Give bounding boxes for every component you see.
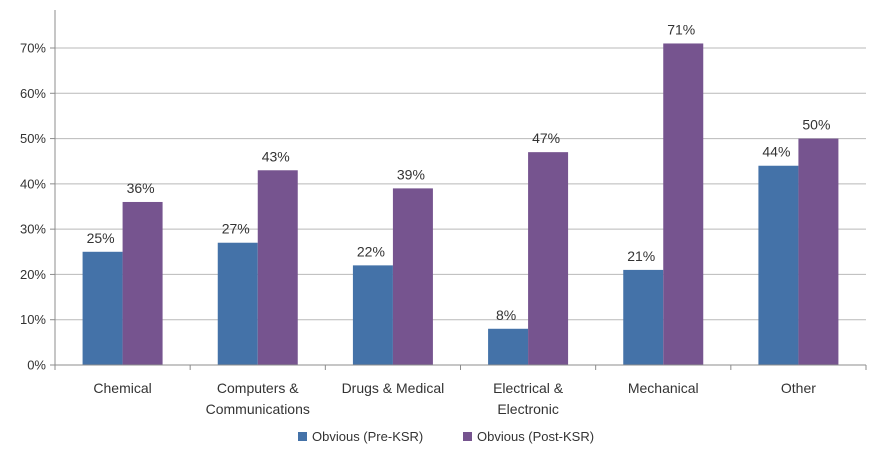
y-tick-label: 70%	[20, 41, 46, 56]
data-label: 71%	[667, 21, 695, 37]
y-tick-label: 30%	[20, 222, 46, 237]
axes-layer	[50, 10, 867, 370]
category-label: Electrical & Electronic	[493, 380, 564, 417]
labels-layer: 0% 10% 20% 30% 40% 50% 60% 70% 25% 36% Chemical 27%…	[20, 21, 830, 417]
bar-pre-ksr	[488, 328, 529, 365]
legend: Obvious (Pre-KSR) Obvious (Post-KSR)	[298, 429, 594, 444]
data-label: 27%	[222, 221, 250, 237]
bar-post-ksr	[663, 43, 704, 365]
bar-pre-ksr	[623, 269, 664, 365]
y-tick-label: 20%	[20, 267, 46, 282]
bar-post-ksr	[392, 188, 433, 365]
bar-post-ksr	[528, 152, 569, 365]
category-label: Mechanical	[628, 380, 699, 396]
y-tick-label: 50%	[20, 131, 46, 146]
bar-post-ksr	[122, 201, 163, 365]
y-tick-label: 60%	[20, 86, 46, 101]
legend-label: Obvious (Post-KSR)	[477, 429, 594, 444]
category-label: Drugs & Medical	[342, 380, 445, 396]
data-label: 22%	[357, 243, 385, 259]
bar-pre-ksr	[352, 265, 393, 365]
data-label: 47%	[532, 130, 560, 146]
y-tick-label: 10%	[20, 312, 46, 327]
bars-layer	[82, 43, 839, 365]
category-label: Other	[781, 380, 816, 396]
data-label: 50%	[802, 117, 830, 133]
legend-swatch	[463, 432, 472, 441]
y-tick-label: 0%	[27, 358, 46, 373]
bar-pre-ksr	[82, 251, 123, 365]
legend-label: Obvious (Pre-KSR)	[312, 429, 423, 444]
data-label: 44%	[762, 144, 790, 160]
data-label: 8%	[496, 307, 516, 323]
data-label: 36%	[127, 180, 155, 196]
data-label: 25%	[87, 230, 115, 246]
bar-post-ksr	[798, 138, 839, 365]
category-label: Computers & Communications	[206, 380, 310, 417]
category-label: Chemical	[93, 380, 151, 396]
data-label: 43%	[262, 148, 290, 164]
legend-swatch	[298, 432, 307, 441]
grid-layer	[55, 47, 866, 321]
data-label: 21%	[627, 248, 655, 264]
data-label: 39%	[397, 166, 425, 182]
y-tick-label: 40%	[20, 176, 46, 191]
bar-pre-ksr	[217, 242, 258, 365]
bar-post-ksr	[257, 170, 298, 365]
bar-pre-ksr	[758, 165, 799, 365]
